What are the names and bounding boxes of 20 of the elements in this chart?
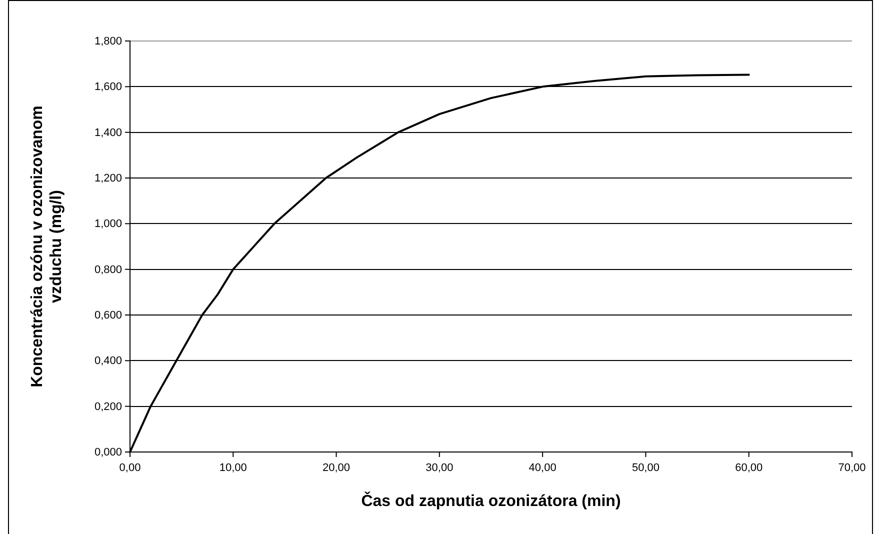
y-tick-label: 1,600 <box>94 81 122 94</box>
y-tick-label: 0,400 <box>94 355 122 368</box>
x-tick-label: 10,00 <box>219 462 247 474</box>
x-tick-label: 50,00 <box>632 462 660 474</box>
y-tick-label: 0,200 <box>94 400 122 413</box>
y-axis-title: Koncentrácia ozónu v ozonizovanom vzduchu (mg/l) <box>29 106 66 388</box>
y-tick-label: 1,400 <box>94 126 122 139</box>
x-tick-label: 40,00 <box>528 462 556 474</box>
y-tick-label: 1,800 <box>94 36 122 48</box>
y-tick-label: 0,800 <box>94 264 122 276</box>
y-tick-label: 1,000 <box>94 218 122 230</box>
x-tick-label: 30,00 <box>426 462 454 474</box>
x-tick-label: 20,00 <box>322 462 350 474</box>
x-tick-label: 70,00 <box>838 462 866 474</box>
y-tick-label: 0,600 <box>94 310 122 322</box>
x-axis-title: Čas od zapnutia ozonizátora (min) <box>361 491 621 510</box>
x-tick-label: 60,00 <box>735 462 763 474</box>
y-tick-label: 1,200 <box>94 172 122 185</box>
x-tick-label: 0,00 <box>119 462 141 474</box>
y-tick-label: 0,000 <box>94 446 122 459</box>
